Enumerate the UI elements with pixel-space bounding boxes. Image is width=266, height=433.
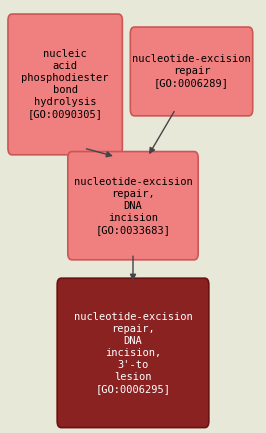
FancyBboxPatch shape [130,27,253,116]
FancyBboxPatch shape [57,278,209,428]
Text: nucleotide-excision
repair
[GO:0006289]: nucleotide-excision repair [GO:0006289] [132,55,251,88]
FancyBboxPatch shape [8,14,122,155]
Text: nucleotide-excision
repair,
DNA
incision,
3'-to
lesion
[GO:0006295]: nucleotide-excision repair, DNA incision… [74,312,192,394]
FancyBboxPatch shape [68,152,198,260]
Text: nucleotide-excision
repair,
DNA
incision
[GO:0033683]: nucleotide-excision repair, DNA incision… [74,177,192,235]
Text: nucleic
acid
phosphodiester
bond
hydrolysis
[GO:0090305]: nucleic acid phosphodiester bond hydroly… [22,49,109,120]
